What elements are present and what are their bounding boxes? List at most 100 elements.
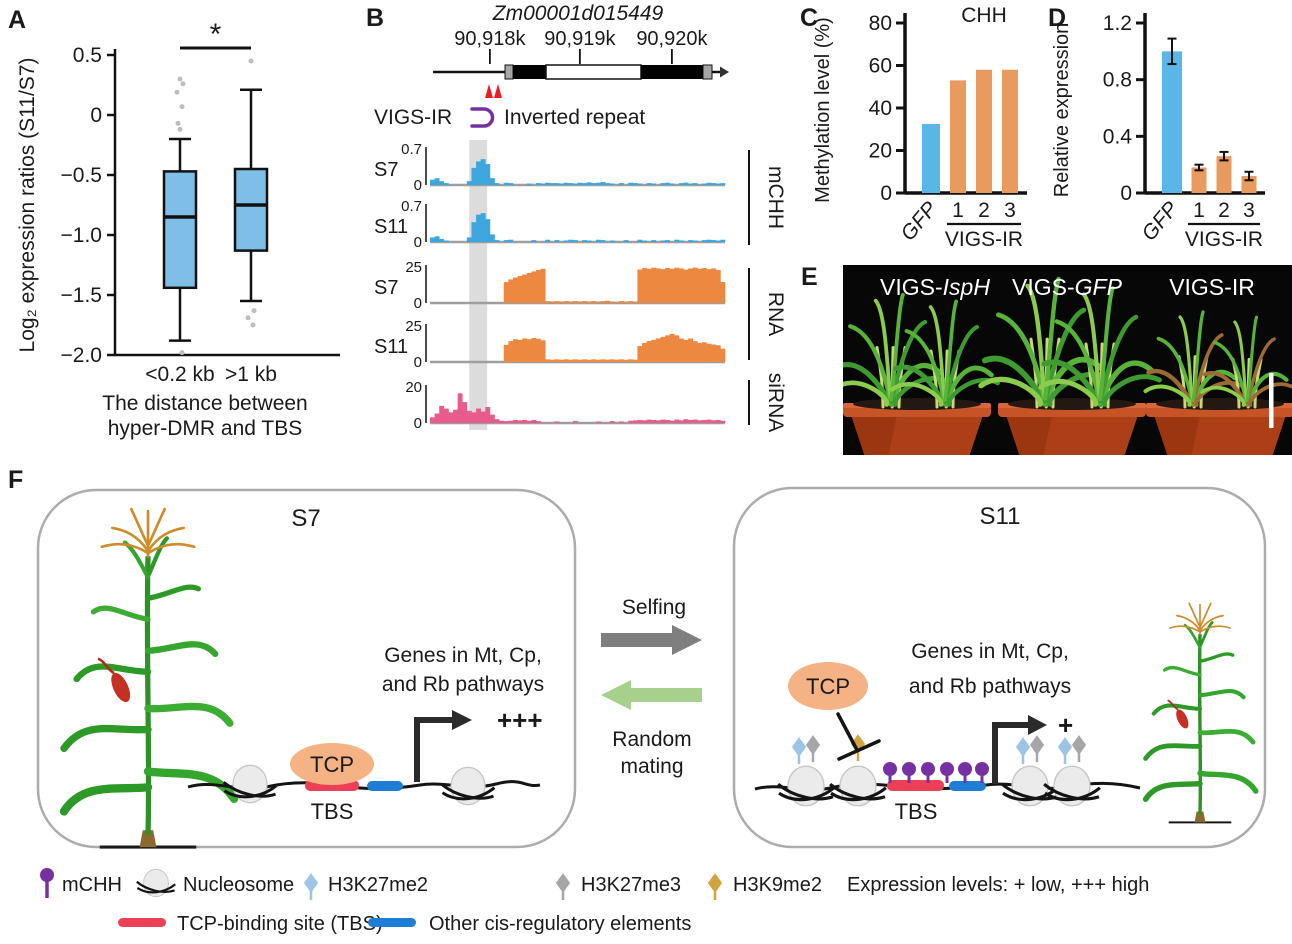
outlier-dot	[175, 120, 181, 126]
track-bar	[582, 240, 588, 242]
tcp-oval-s7	[290, 743, 374, 785]
track-bar	[554, 183, 560, 185]
panel-label-f: F	[8, 466, 24, 494]
x-axis-label: The distance between	[102, 392, 307, 415]
track-bar	[720, 420, 726, 423]
track-scale-top: 0.7	[401, 141, 422, 158]
track-bar	[642, 240, 647, 242]
outlier-dot	[180, 81, 186, 87]
track-bar	[715, 419, 721, 423]
track-bar	[512, 277, 518, 303]
gene-intron-box	[545, 64, 642, 80]
track-bar	[660, 269, 666, 303]
track-bar	[614, 301, 620, 303]
track-scale-top: 20	[405, 379, 422, 396]
track-bar	[503, 421, 509, 423]
tcp-label-s7: TCP	[310, 752, 354, 777]
x-category-label: 3	[1243, 199, 1255, 222]
track-bar	[582, 301, 588, 303]
track-bar	[536, 269, 541, 303]
track-bar	[531, 419, 537, 423]
panel-b-genome-tracks: Zm00001d015449 90,918k 90,919k 90,920k VIGS-…	[374, 2, 787, 432]
track-bar	[605, 300, 611, 303]
y-tick-label: 40	[869, 97, 892, 120]
track-bar	[563, 240, 569, 242]
seedling-leaf	[1025, 283, 1048, 401]
seedling-leaf	[943, 299, 958, 402]
track-bar	[706, 182, 712, 185]
legend-other: Other cis-regulatory elements	[429, 913, 691, 935]
track-bar	[706, 239, 712, 242]
legend-h3k9me2: H3K9me2	[733, 874, 822, 896]
track-bar	[499, 420, 505, 423]
x-category-label: 2	[978, 199, 990, 222]
track-bar	[632, 420, 638, 423]
track-bar	[439, 405, 445, 423]
track-bar	[466, 181, 472, 185]
x-axis-label: hyper-DMR and TBS	[108, 417, 303, 440]
panel-label-e: E	[801, 263, 818, 291]
legend-tbs: TCP-binding site (TBS)	[177, 913, 383, 935]
track-bar	[485, 407, 491, 423]
selfing-arrow	[601, 625, 702, 655]
track-bar	[618, 421, 624, 423]
track-sample-label: S7	[374, 159, 398, 181]
track-bar	[430, 237, 435, 242]
group-label: VIGS-IR	[1185, 228, 1263, 251]
track-bar	[517, 339, 523, 362]
random-mating-arrow	[601, 680, 702, 710]
seedling-leaf	[1233, 320, 1249, 403]
track-bar	[646, 183, 652, 185]
track-bar	[720, 348, 726, 362]
track-bar	[559, 183, 564, 185]
track-bar	[701, 342, 707, 362]
track-bar	[545, 359, 551, 362]
track-bar	[688, 183, 694, 185]
track-bar	[600, 240, 606, 242]
outlier-dot	[251, 308, 257, 314]
track-bar	[720, 282, 726, 303]
seedling-leaf	[978, 376, 1043, 407]
track-bar	[540, 268, 546, 303]
gene-exon	[641, 65, 703, 79]
track-bar	[531, 338, 537, 362]
track-bar	[453, 409, 458, 423]
track-bar	[674, 267, 680, 303]
track-bar	[536, 183, 541, 185]
track-bar	[605, 359, 611, 362]
bar	[1191, 167, 1207, 193]
track-bar	[618, 183, 624, 185]
track-bar	[531, 271, 537, 303]
expression-low: +	[1058, 710, 1073, 740]
gfp-label: GFP	[1137, 197, 1182, 245]
track-bar	[434, 413, 440, 423]
s11-box	[732, 486, 1267, 849]
panel-f-diagram: S7 TCP TBS +++ Genes in Mt, Cp, and Rb p…	[36, 486, 1267, 935]
cis-bar-s7	[367, 781, 403, 791]
track-bar	[628, 420, 634, 423]
track-bar	[595, 182, 601, 185]
track-bar	[549, 359, 555, 362]
seedling-leaf	[843, 380, 890, 407]
track-bar	[577, 182, 583, 185]
track-bar	[494, 419, 500, 423]
outlier-dot	[177, 76, 183, 82]
bar	[950, 80, 966, 193]
seedling-leaf	[1248, 382, 1292, 407]
track-bar	[692, 267, 698, 303]
track-bar	[669, 268, 675, 303]
gfp-label: GFP	[896, 197, 941, 245]
group-label: mCHH	[764, 166, 787, 229]
track-bar	[471, 167, 477, 185]
track-bar	[692, 183, 698, 185]
track-bar	[489, 234, 495, 242]
track-bar	[609, 183, 615, 185]
track-bar	[609, 359, 615, 362]
legend-h3k27me3-icon	[555, 872, 571, 902]
seedling-leaf	[1038, 378, 1098, 407]
track-bar	[683, 339, 689, 362]
track-sample-label: S7	[374, 277, 398, 299]
track-bar	[655, 338, 661, 362]
track-bar	[545, 239, 551, 242]
